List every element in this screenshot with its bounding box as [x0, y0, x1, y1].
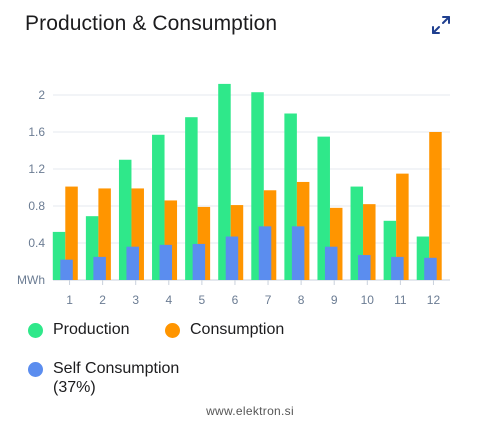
legend-consumption[interactable]: Consumption: [165, 320, 284, 339]
bar-production: [152, 134, 165, 280]
bar-consumption: [396, 173, 409, 281]
bar-self-consumption: [93, 256, 106, 281]
x-tick-label: 6: [232, 293, 239, 307]
y-tick-label: 0.8: [28, 199, 45, 213]
bar-self-consumption: [159, 244, 173, 280]
y-tick-label: 2: [38, 88, 45, 102]
legend-consumption-swatch: [165, 323, 180, 338]
x-tick-label: 4: [165, 293, 172, 307]
expand-arrows-icon[interactable]: [430, 14, 452, 36]
x-tick-label: 10: [361, 293, 375, 307]
x-tick-label: 5: [199, 293, 206, 307]
legend-consumption-label: Consumption: [190, 321, 285, 338]
legend-self-consumption-text: Self Consumption (37%): [53, 359, 179, 397]
x-tick-label: 7: [265, 293, 272, 307]
bar-production: [218, 83, 231, 281]
x-tick-label: 9: [331, 293, 338, 307]
x-tick-label: 3: [132, 293, 139, 307]
x-tick-label: 2: [99, 293, 106, 307]
y-axis-label: MWh: [17, 273, 45, 287]
bar-consumption: [65, 186, 78, 280]
bar-self-consumption: [60, 259, 73, 280]
bar-production: [317, 136, 330, 281]
y-tick-label: 1.2: [28, 162, 45, 176]
legend-production-label: Production: [53, 321, 130, 338]
legend-self-consumption[interactable]: Self Consumption (37%): [28, 359, 179, 397]
legend-self-consumption-label: Self Consumption: [53, 360, 180, 377]
bar-self-consumption: [192, 243, 206, 280]
bar-self-consumption: [258, 226, 272, 280]
x-tick-label: 1: [66, 293, 73, 307]
bar-self-consumption: [391, 256, 404, 281]
bar-consumption: [429, 132, 442, 280]
legend-production-swatch: [28, 323, 43, 338]
y-tick-label: 1.6: [28, 125, 45, 139]
bar-self-consumption: [358, 255, 371, 280]
watermark: www.elektron.si: [206, 404, 294, 418]
legend-production[interactable]: Production: [28, 320, 130, 339]
bar-self-consumption: [225, 236, 239, 280]
bar-self-consumption: [126, 246, 139, 280]
legend-self-consumption-percent: (37%): [53, 379, 96, 396]
legend-self-consumption-swatch: [28, 362, 43, 377]
x-tick-label: 11: [394, 293, 407, 307]
bar-self-consumption: [291, 226, 305, 280]
bar-production: [185, 117, 198, 280]
chart-title: Production & Consumption: [25, 12, 278, 35]
x-tick-label: 12: [427, 293, 441, 307]
bar-self-consumption: [324, 246, 338, 280]
y-tick-label: 0.4: [28, 236, 45, 250]
bar-self-consumption: [424, 257, 437, 280]
x-tick-label: 8: [298, 293, 305, 307]
